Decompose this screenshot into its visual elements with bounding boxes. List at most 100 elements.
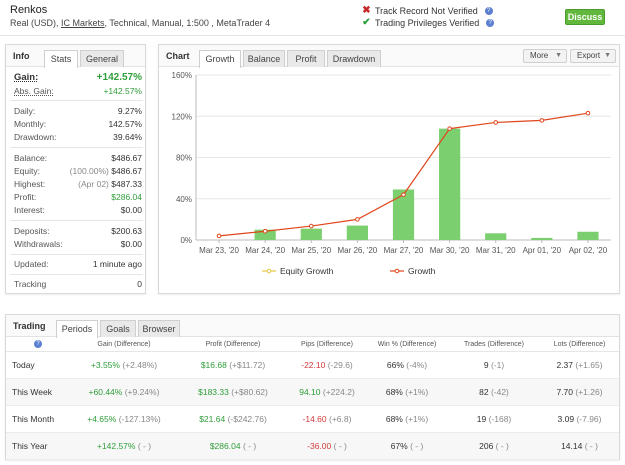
profit-label: Profit:: [14, 192, 37, 202]
chart-panel-header: Chart Growth Balance Profit Drawdown Mor…: [159, 45, 619, 68]
balance-row: Balance: $486.67: [14, 153, 142, 165]
table-row: This Month +4.65% (-127.13%) $21.64 (-$2…: [6, 405, 619, 433]
tab-profit[interactable]: Profit: [287, 50, 325, 67]
chevron-down-icon: ▼: [555, 52, 562, 59]
drawdown-row: Drawdown: 39.64%: [14, 132, 142, 144]
tab-stats[interactable]: Stats: [44, 50, 78, 68]
withdrawals-value: $0.00: [120, 239, 142, 249]
export-dropdown[interactable]: Export ▼: [570, 49, 616, 63]
info-panel: Info Stats General Gain: +142.57% Abs. G…: [5, 44, 146, 294]
help-icon[interactable]: ?: [34, 340, 42, 349]
tab-drawdown[interactable]: Drawdown: [327, 50, 381, 67]
gain-value: +4.65%: [87, 413, 117, 424]
data-point: [539, 118, 545, 123]
gain-value: +142.57%: [96, 72, 142, 83]
monthly-label: Monthly:: [14, 119, 47, 129]
data-point: [493, 120, 499, 125]
y-tick-label: 0%: [180, 236, 192, 245]
win-cell: 66% (-4%): [366, 351, 448, 379]
monthly-row: Monthly: 142.57%: [14, 119, 142, 131]
trading-privileges-label: Trading Privileges Verified: [375, 17, 480, 28]
help-icon[interactable]: ?: [486, 18, 495, 27]
pips-diff: (+6.8): [329, 413, 352, 424]
tab-periods[interactable]: Periods: [56, 320, 98, 338]
table-row: This Week +60.44% (+9.24%) $183.33 (+$80…: [6, 378, 619, 406]
win-cell: 68% (+1%): [366, 378, 448, 406]
updated-row: Updated: 1 minute ago: [14, 259, 142, 271]
gain-value: +142.57%: [96, 440, 136, 451]
highest-label: Highest:: [14, 179, 46, 189]
help-icon[interactable]: ?: [484, 6, 493, 15]
pips-value: -22.10: [301, 359, 326, 370]
x-tick-label: Mar 25, '20: [291, 246, 331, 255]
profit-cell: $21.64 (-$242.76): [178, 405, 288, 433]
more-dropdown[interactable]: More ▼: [523, 49, 567, 63]
abs-gain-value: +142.57%: [103, 86, 142, 96]
interest-row: Interest: $0.00: [14, 205, 142, 217]
trades-value: 82: [479, 386, 489, 397]
discuss-button[interactable]: Discuss: [565, 9, 605, 25]
column-header: Pips (Difference): [288, 338, 366, 352]
tab-goals[interactable]: Goals: [100, 320, 136, 337]
x-tick-label: Apr 01, '20: [523, 246, 562, 255]
broker-link[interactable]: IC Markets: [61, 18, 105, 28]
gain-diff: (-127.13%): [118, 413, 161, 424]
bar: [392, 189, 415, 240]
profit-diff: (-$242.76): [227, 413, 267, 424]
deposits-row: Deposits: $200.63: [14, 226, 142, 238]
period-cell: This Week: [6, 378, 70, 406]
profit-diff: (+$11.72): [229, 359, 266, 370]
gain-diff: ( - ): [137, 440, 152, 451]
gain-cell: +60.44% (+9.24%): [70, 378, 178, 406]
pips-diff: (+224.2): [322, 386, 355, 397]
period-cell: This Year: [6, 432, 70, 460]
equity-label: Equity:: [14, 166, 40, 176]
trades-value: 206: [479, 440, 494, 451]
legend-marker: [394, 268, 400, 274]
account-name: Renkos: [10, 4, 48, 16]
periods-table: ? Gain (Difference) Profit (Difference) …: [6, 338, 619, 460]
withdrawals-label: Withdrawals:: [14, 239, 63, 249]
tab-general[interactable]: General: [80, 50, 124, 67]
data-point: [262, 228, 268, 234]
pips-cell: -22.10 (-29.6): [288, 351, 366, 379]
daily-value: 9.27%: [117, 106, 142, 116]
y-tick-label: 160%: [172, 71, 192, 80]
lots-diff: (-7.96): [576, 413, 602, 424]
highest-value: $487.33: [111, 179, 142, 189]
win-diff: (+1%): [405, 413, 429, 424]
profit-value: $286.04: [111, 192, 142, 202]
trades-diff: ( - ): [495, 440, 509, 451]
bar: [346, 225, 368, 240]
table-header-row: ? Gain (Difference) Profit (Difference) …: [6, 338, 619, 352]
profit-value: $286.04: [209, 440, 241, 451]
deposits-label: Deposits:: [14, 226, 50, 236]
win-diff: (-4%): [406, 359, 428, 370]
interest-label: Interest:: [14, 205, 45, 215]
account-info: Real (USD), IC Markets, Technical, Manua…: [10, 18, 270, 28]
win-cell: 67% ( - ): [366, 432, 448, 460]
abs-gain-label[interactable]: Abs. Gain:: [14, 86, 54, 96]
tab-browser[interactable]: Browser: [138, 320, 180, 337]
legend-label: Equity Growth: [280, 266, 334, 276]
data-point: [308, 223, 314, 229]
tab-balance[interactable]: Balance: [243, 50, 285, 67]
column-header: Win % (Difference): [366, 338, 448, 352]
lots-value: 14.14: [561, 440, 583, 451]
win-value: 68%: [385, 386, 403, 397]
lots-diff: (+1.26): [575, 386, 603, 397]
x-tick-label: Mar 30, '20: [430, 246, 470, 255]
drawdown-label: Drawdown:: [14, 132, 57, 142]
pips-value: 94.10: [299, 386, 321, 397]
tab-growth[interactable]: Growth: [199, 50, 241, 68]
divider: [10, 100, 143, 101]
withdrawals-row: Withdrawals: $0.00: [14, 239, 142, 251]
data-point: [355, 217, 360, 222]
check-icon: ✔: [362, 17, 371, 28]
gain-label[interactable]: Gain:: [14, 72, 39, 83]
data-point: [401, 192, 406, 197]
help-header-cell: ?: [6, 338, 70, 352]
deposits-value: $200.63: [111, 226, 142, 236]
lots-value: 2.37: [556, 359, 573, 370]
period-cell: This Month: [6, 405, 70, 433]
